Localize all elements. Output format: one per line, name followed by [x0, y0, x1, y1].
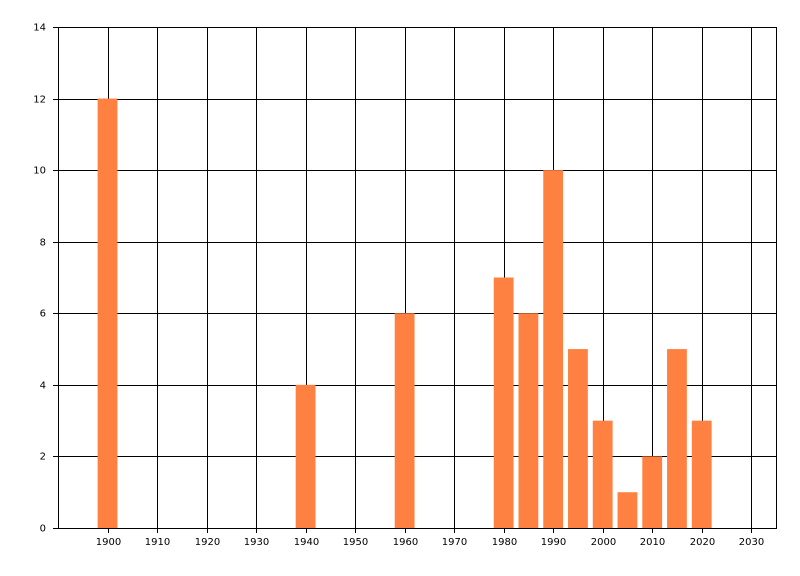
y-tick-label: 6: [40, 309, 46, 320]
bar: [568, 349, 588, 528]
x-tick-label: 2020: [690, 537, 715, 548]
bar: [518, 313, 539, 528]
bar: [667, 349, 687, 528]
x-tick-label: 1990: [541, 537, 566, 548]
x-tick-label: 1920: [195, 537, 220, 548]
y-tick-label: 12: [33, 95, 46, 106]
bar: [617, 492, 638, 528]
y-tick-label: 8: [40, 238, 46, 249]
y-tick-label: 2: [40, 452, 46, 463]
bar: [642, 456, 663, 528]
x-tick-label: 1930: [244, 537, 269, 548]
y-tick-label: 4: [40, 381, 46, 392]
x-tick-label: 1910: [145, 537, 170, 548]
y-tick-label: 0: [40, 524, 46, 535]
bar: [394, 313, 415, 528]
x-tick-label: 1940: [294, 537, 319, 548]
x-tick-label: 2000: [591, 537, 616, 548]
bar: [493, 277, 514, 528]
bar: [543, 170, 564, 528]
y-tick-label: 10: [33, 166, 46, 177]
bar: [295, 384, 316, 528]
x-tick-label: 2010: [640, 537, 665, 548]
y-tick-label: 14: [33, 23, 46, 34]
plot-frame: [58, 27, 777, 529]
bar: [592, 420, 613, 528]
x-tick-label: 1970: [442, 537, 467, 548]
x-tick-label: 1950: [343, 537, 368, 548]
x-tick-label: 1980: [492, 537, 517, 548]
x-tick-label: 2030: [739, 537, 764, 548]
bar: [97, 98, 118, 529]
x-tick-label: 1960: [393, 537, 418, 548]
bar: [691, 420, 712, 528]
x-tick-label: 1900: [96, 537, 121, 548]
